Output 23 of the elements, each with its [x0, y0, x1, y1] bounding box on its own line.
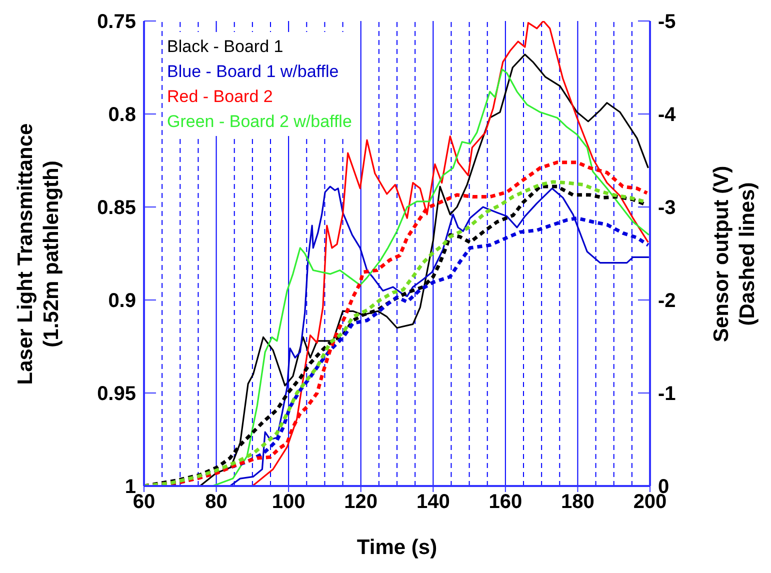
y-tick-label: 0.75 — [97, 11, 136, 34]
text: Green - Board 2 w/baffle — [167, 111, 352, 133]
y2-tick-label: -3 — [658, 197, 676, 220]
y2-tick-label: -1 — [658, 383, 676, 406]
y2-tick-label: -5 — [658, 11, 676, 34]
y-tick-label: 0.9 — [108, 290, 136, 312]
x-tick-label: 120 — [344, 491, 378, 514]
x-tick-label: 80 — [205, 491, 228, 514]
y2-tick-label: -2 — [658, 290, 676, 312]
x-tick-label: 100 — [272, 491, 306, 514]
y2-axis-title: Sensor output (V) (Dashed lines) — [709, 165, 760, 342]
x-tick-label: 140 — [416, 491, 450, 514]
y2-tick-label: -4 — [658, 104, 677, 126]
y-axis-title: Laser Light Transmittance (1.52m pathlength) — [13, 122, 64, 384]
y-tick-label: 0.95 — [97, 383, 136, 406]
y-tick-label: 0.85 — [97, 197, 136, 220]
text: Blue - Board 1 w/baffle — [167, 61, 340, 83]
text: Black - Board 1 — [167, 36, 284, 58]
x-tick-label: 160 — [488, 491, 522, 514]
x-axis-title: Time (s) — [356, 536, 438, 560]
y-tick-label: 0.8 — [108, 104, 136, 126]
x-tick-label: 180 — [561, 491, 594, 514]
text: Red - Board 2 — [167, 86, 274, 108]
